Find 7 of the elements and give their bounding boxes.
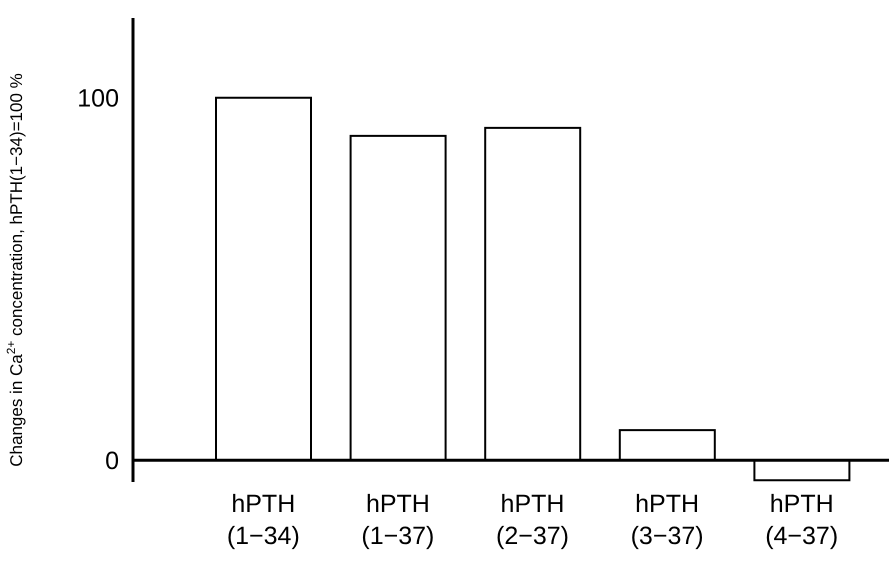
- y-tick-label: 0: [105, 447, 119, 476]
- y-tick-label: 100: [77, 84, 119, 113]
- x-tick-label: hPTH (4−37): [765, 490, 838, 550]
- x-tick-label: hPTH (1−37): [361, 490, 434, 550]
- x-tick-label: hPTH (1−34): [226, 490, 300, 550]
- x-tick-label: hPTH (2−37): [496, 490, 569, 550]
- x-tick-label: hPTH (3−37): [630, 490, 704, 550]
